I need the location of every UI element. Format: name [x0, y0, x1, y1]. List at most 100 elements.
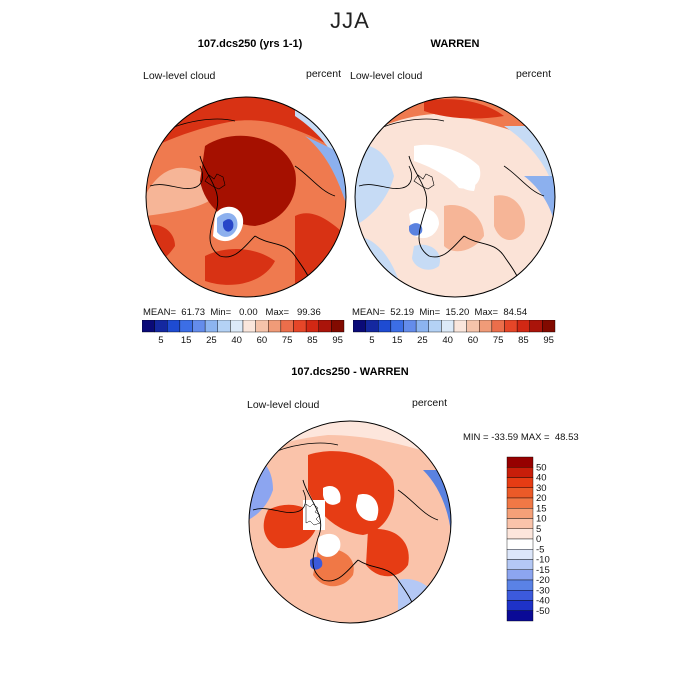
- obs-units-label: percent: [516, 68, 552, 80]
- colorbar-swatch: [506, 456, 534, 468]
- mean-value: 52.19: [390, 307, 415, 318]
- colorbar-swatch: [504, 320, 518, 333]
- colorbar-swatch: [378, 320, 392, 333]
- colorbar-swatch: [506, 538, 534, 550]
- obs-stats: MEAN= 52.19 Min= 15.20 Max= 84.54: [352, 307, 527, 318]
- colorbar-swatch: [415, 320, 429, 333]
- colorbar-tick-label: 5: [369, 335, 374, 346]
- max-value: 84.54: [503, 307, 528, 318]
- colorbar-tick-label: 50: [536, 462, 547, 473]
- colorbar-swatch: [217, 320, 231, 333]
- diff-polar-map: [248, 420, 452, 624]
- colorbar-swatch: [516, 320, 530, 333]
- diff-units-label: percent: [412, 397, 448, 409]
- colorbar-swatch: [529, 320, 543, 333]
- colorbar-tick-label: 95: [332, 335, 343, 346]
- mean-label: MEAN=: [352, 307, 385, 318]
- season-title: JJA: [330, 8, 370, 33]
- colorbar-swatch: [230, 320, 244, 333]
- colorbar-tick-label: -20: [536, 575, 550, 586]
- colorbar-tick-label: -40: [536, 596, 550, 607]
- colorbar-swatch: [506, 508, 534, 519]
- colorbar-swatch: [331, 320, 345, 333]
- min-value: 0.00: [239, 307, 258, 318]
- colorbar-swatch: [506, 549, 534, 560]
- diff-stats: MIN = -33.59 MAX = 48.53: [463, 432, 579, 443]
- colorbar-tick-label: 60: [468, 335, 479, 346]
- max-label: Max=: [474, 307, 499, 318]
- colorbar-swatch: [318, 320, 332, 333]
- colorbar-tick-label: 75: [493, 335, 504, 346]
- diff-field-label: Low-level cloud: [247, 399, 320, 411]
- colorbar-swatch: [192, 320, 206, 333]
- colorbar-tick-label: 40: [442, 335, 453, 346]
- colorbar-tick-label: 25: [417, 335, 428, 346]
- colorbar-tick-label: 20: [536, 493, 547, 504]
- obs-colorbar: 5 15 25 40 60 75 85 95: [353, 320, 556, 346]
- colorbar-swatch: [441, 320, 455, 333]
- max-value: 99.36: [296, 307, 321, 318]
- colorbar-tick-label: 5: [158, 335, 163, 346]
- diff-panel-title: 107.dcs250 - WARREN: [291, 366, 409, 378]
- colorbar-swatch: [242, 320, 256, 333]
- colorbar-swatch: [142, 320, 155, 333]
- colorbar-swatch: [453, 320, 467, 333]
- colorbar-tick-label: 25: [206, 335, 217, 346]
- colorbar-tick-label: 15: [392, 335, 403, 346]
- colorbar-swatch: [365, 320, 379, 333]
- colorbar-tick-label: 75: [282, 335, 293, 346]
- colorbar-tick-label: 5: [536, 524, 541, 535]
- mean-value: 61.73: [181, 307, 206, 318]
- colorbar-tick-label: -10: [536, 555, 550, 566]
- colorbar-swatch: [506, 467, 534, 478]
- min-label: Min=: [419, 307, 441, 318]
- colorbar-swatch: [506, 559, 534, 570]
- colorbar-tick-label: -5: [536, 544, 544, 555]
- model-polar-map: [145, 96, 347, 298]
- colorbar-swatch: [204, 320, 218, 333]
- colorbar-swatch: [506, 569, 534, 581]
- obs-polar-map: [354, 96, 556, 298]
- min-value: 15.20: [445, 307, 470, 318]
- colorbar-tick-label: 15: [181, 335, 192, 346]
- model-units-label: percent: [306, 68, 342, 80]
- colorbar-swatch: [293, 320, 307, 333]
- colorbar-swatch: [506, 497, 534, 509]
- colorbar-swatch: [305, 320, 319, 333]
- colorbar-swatch: [506, 579, 534, 591]
- colorbar-swatch: [506, 518, 534, 529]
- colorbar-swatch: [506, 600, 534, 611]
- colorbar-swatch: [179, 320, 193, 333]
- colorbar-tick-label: 0: [536, 534, 541, 545]
- max-label: Max=: [265, 307, 290, 318]
- obs-panel-title: WARREN: [430, 38, 480, 50]
- colorbar-swatch: [353, 320, 366, 333]
- colorbar-tick-label: 10: [536, 514, 547, 525]
- colorbar-tick-label: 85: [518, 335, 529, 346]
- colorbar-tick-label: 40: [231, 335, 242, 346]
- colorbar-tick-label: -15: [536, 565, 550, 576]
- obs-field-label: Low-level cloud: [350, 70, 423, 82]
- colorbar-swatch: [167, 320, 181, 333]
- colorbar-swatch: [491, 320, 505, 333]
- colorbar-tick-label: -50: [536, 606, 550, 617]
- min-label: Min=: [210, 307, 232, 318]
- colorbar-swatch: [154, 320, 168, 333]
- colorbar-tick-label: -30: [536, 585, 550, 596]
- colorbar-swatch: [403, 320, 417, 333]
- colorbar-swatch: [479, 320, 493, 333]
- colorbar-swatch: [428, 320, 442, 333]
- colorbar-swatch: [466, 320, 480, 333]
- model-stats: MEAN= 61.73 Min= 0.00 Max= 99.36: [143, 307, 321, 318]
- colorbar-tick-label: 15: [536, 503, 547, 514]
- colorbar-tick-label: 30: [536, 483, 547, 494]
- colorbar-swatch: [506, 487, 534, 499]
- colorbar-swatch: [506, 590, 534, 601]
- colorbar-tick-label: 60: [257, 335, 268, 346]
- colorbar-tick-label: 85: [307, 335, 318, 346]
- model-field-label: Low-level cloud: [143, 70, 216, 82]
- colorbar-swatch: [506, 477, 534, 488]
- colorbar-swatch: [506, 610, 534, 622]
- colorbar-swatch: [506, 528, 534, 540]
